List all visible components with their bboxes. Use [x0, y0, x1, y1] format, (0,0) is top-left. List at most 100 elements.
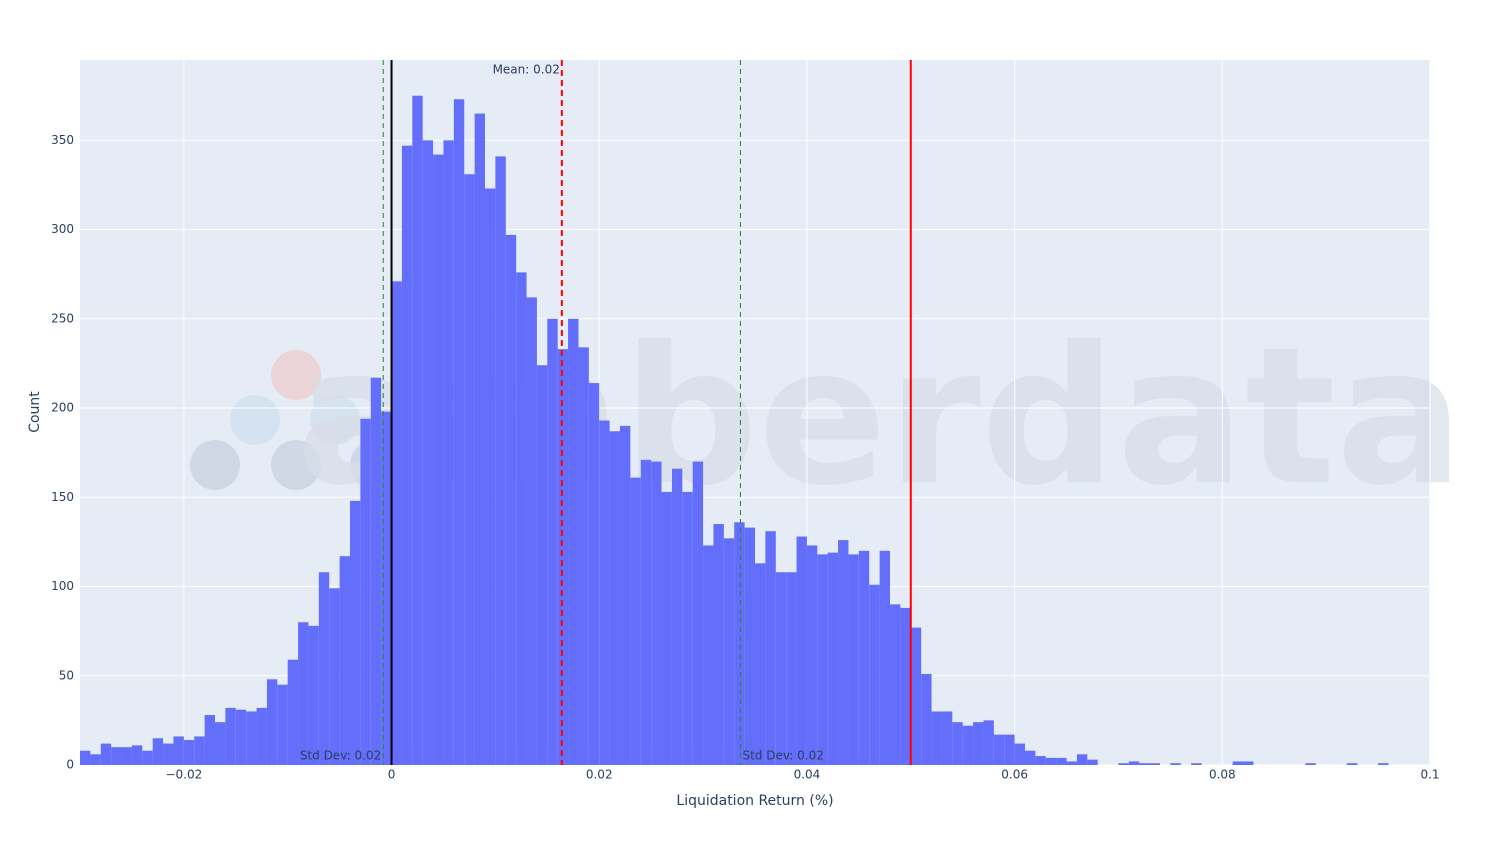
line-annotation: Std Dev: 0.02 [742, 749, 823, 763]
bar [183, 740, 195, 765]
bar [973, 722, 984, 765]
bar [329, 588, 340, 765]
bar [443, 140, 454, 765]
bar [765, 531, 776, 765]
bar [1191, 763, 1202, 765]
bar [599, 420, 610, 765]
bar [838, 540, 849, 765]
bar [298, 622, 309, 765]
bar [111, 747, 122, 765]
bar [308, 625, 319, 765]
bar [609, 431, 620, 765]
bar [453, 99, 465, 766]
bar [266, 679, 278, 765]
bar [547, 318, 558, 765]
x-tick-label: 0.02 [586, 768, 613, 782]
x-tick-label: 0.1 [1420, 768, 1439, 782]
bar [163, 743, 174, 765]
x-tick-label: −0.02 [165, 768, 202, 782]
bar [858, 550, 870, 765]
bar [993, 734, 1005, 765]
bar [983, 720, 994, 765]
bar [1025, 750, 1036, 765]
bar [401, 145, 413, 765]
bar [433, 154, 444, 765]
bar [620, 425, 631, 765]
y-tick-label: 100 [51, 579, 74, 593]
y-tick-label: 200 [51, 401, 74, 415]
bar [526, 297, 537, 765]
bar [692, 461, 704, 765]
line-annotation: Mean: 0.02 [493, 63, 560, 77]
bar [277, 684, 288, 765]
bar [1128, 761, 1140, 765]
bar [671, 468, 683, 765]
y-tick-label: 50 [59, 668, 74, 682]
bar [682, 491, 693, 765]
bar [962, 725, 974, 765]
bar [80, 750, 91, 765]
bar [339, 556, 350, 765]
bar [495, 156, 506, 765]
bar [1118, 763, 1129, 765]
bar [215, 722, 226, 765]
bar [890, 604, 901, 765]
bar [318, 572, 330, 765]
bar [1170, 763, 1181, 765]
bar [796, 536, 807, 765]
bar [225, 707, 236, 765]
y-axis-title: Count [27, 391, 43, 433]
x-tick-label: 0.08 [1209, 768, 1236, 782]
bar [775, 572, 787, 765]
bar [422, 140, 434, 765]
bar [578, 347, 589, 765]
y-tick-label: 250 [51, 311, 74, 325]
bar [723, 538, 735, 765]
bar [640, 459, 652, 765]
bar [412, 95, 423, 765]
bar [485, 188, 496, 765]
bar [713, 524, 724, 765]
x-axis-title: Liquidation Return (%) [676, 793, 833, 809]
bar [381, 411, 392, 765]
bar [350, 500, 361, 765]
bar [1305, 763, 1316, 765]
bar [287, 659, 299, 765]
bar [474, 113, 485, 765]
bar [1149, 763, 1160, 765]
y-tick-label: 350 [51, 133, 74, 147]
bar [131, 745, 143, 765]
bar [536, 365, 548, 765]
bar [900, 607, 911, 765]
bar [142, 750, 153, 765]
bar [827, 552, 839, 765]
bar [1076, 754, 1088, 765]
bar [744, 527, 755, 765]
bar [557, 349, 569, 765]
bar [817, 554, 828, 765]
bar [952, 722, 963, 765]
bar [391, 281, 402, 765]
bar [1232, 761, 1244, 765]
bar [755, 563, 766, 765]
bar [173, 736, 184, 765]
bar [1346, 763, 1358, 765]
bar [941, 711, 953, 765]
bar [1243, 761, 1254, 765]
bar [869, 584, 880, 765]
bar [90, 754, 101, 765]
bar [734, 522, 745, 765]
bar [516, 272, 527, 765]
bar [204, 715, 215, 765]
bar [1004, 734, 1015, 765]
bar [464, 174, 475, 765]
bar [194, 736, 205, 765]
bar [360, 418, 371, 765]
bar [152, 738, 164, 765]
bar [235, 709, 247, 765]
y-tick-label: 300 [51, 222, 74, 236]
bar [931, 711, 942, 765]
bar [1139, 763, 1150, 765]
y-tick-label: 150 [51, 490, 74, 504]
bar [630, 477, 641, 765]
